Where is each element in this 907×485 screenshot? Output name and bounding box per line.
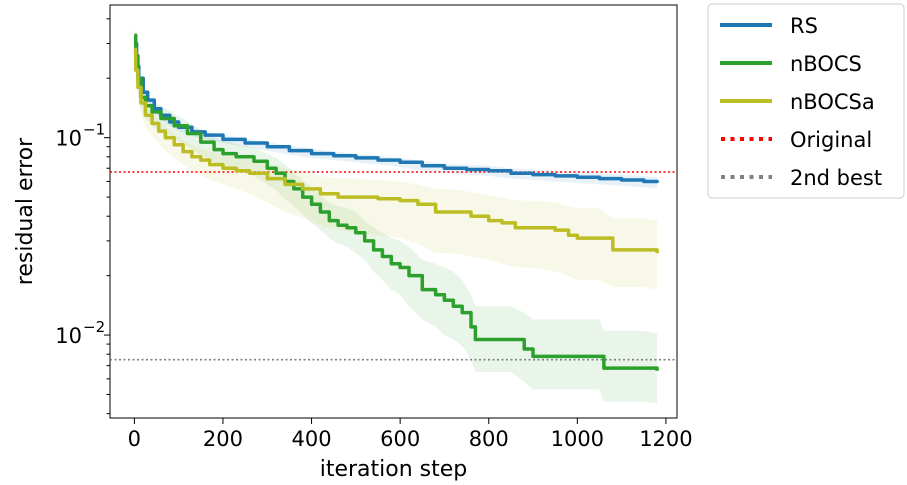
line-rs — [134, 41, 659, 184]
plot-frame — [109, 4, 678, 419]
legend-label: RS — [790, 14, 818, 38]
plot-area: 0 200 400 600 800 1000 1200 10−110−2 — [55, 4, 693, 451]
bands-layer — [134, 25, 658, 404]
y-tick-label: 10 — [55, 324, 82, 348]
legend: RS nBOCS nBOCSa Original 2nd best — [707, 3, 905, 199]
x-tick-label: 1000 — [551, 427, 604, 451]
band-rs — [134, 35, 658, 189]
y-axis-label: residual error — [13, 137, 38, 285]
legend-label: nBOCS — [790, 52, 862, 76]
line-nbocs — [133, 33, 659, 371]
legend-frame — [707, 3, 905, 199]
x-tick-label: 200 — [203, 427, 243, 451]
x-ticks: 0 200 400 600 800 1000 1200 — [128, 418, 693, 451]
legend-label: nBOCSa — [790, 90, 875, 114]
line-nbocsa — [133, 47, 659, 254]
legend-label: 2nd best — [790, 166, 882, 190]
lines-layer — [110, 33, 677, 371]
x-tick-label: 0 — [128, 427, 141, 451]
x-tick-label: 400 — [292, 427, 332, 451]
x-tick-label: 1200 — [639, 427, 692, 451]
x-tick-label: 600 — [380, 427, 420, 451]
y-tick-label: 10 — [55, 127, 82, 151]
x-axis-label: iteration step — [320, 457, 468, 482]
x-tick-label: 800 — [469, 427, 509, 451]
y-tick-exponent: −1 — [83, 121, 105, 139]
y-ticks: 10−110−2 — [55, 18, 110, 415]
legend-label: Original — [790, 128, 872, 152]
y-tick-exponent: −2 — [83, 318, 105, 336]
